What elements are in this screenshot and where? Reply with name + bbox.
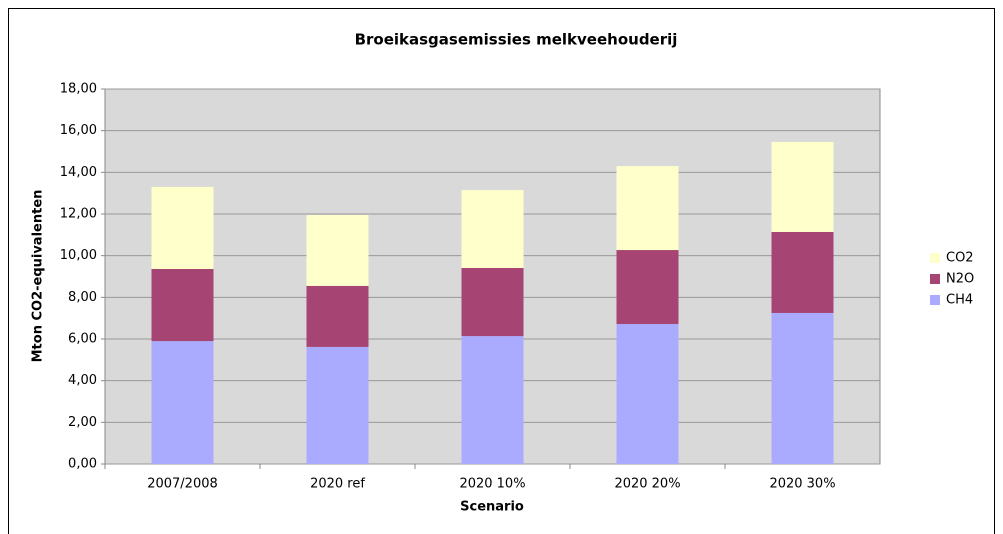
bar-segment xyxy=(771,141,834,232)
bar-segment xyxy=(461,336,524,464)
bar-segment xyxy=(616,166,679,251)
y-tick-label: 16,00 xyxy=(60,123,97,138)
legend-swatch xyxy=(930,274,940,284)
bar-segment xyxy=(306,285,369,347)
y-tick-label: 10,00 xyxy=(60,248,97,263)
chart-title: Broeikasgasemissies melkveehouderij xyxy=(355,31,678,49)
x-axis-title: Scenario xyxy=(460,500,524,515)
y-tick-label: 6,00 xyxy=(68,332,97,347)
x-tick-label: 2020 20% xyxy=(614,477,680,492)
y-tick-label: 0,00 xyxy=(68,457,97,472)
bar-segment xyxy=(616,250,679,324)
legend-label: CH4 xyxy=(946,293,973,308)
x-tick-label: 2020 30% xyxy=(769,477,835,492)
y-tick-label: 12,00 xyxy=(60,207,97,222)
y-tick-label: 18,00 xyxy=(60,82,97,97)
bar-segment xyxy=(771,231,834,313)
bar-segment xyxy=(461,190,524,268)
bar-segment xyxy=(151,186,214,269)
bar-segment xyxy=(771,312,834,464)
legend-swatch xyxy=(930,253,940,263)
legend-label: CO2 xyxy=(946,251,974,266)
x-tick-label: 2020 ref xyxy=(310,477,365,492)
bar-segment xyxy=(151,269,214,342)
bar-segment xyxy=(616,324,679,464)
x-tick-label: 2007/2008 xyxy=(147,477,218,492)
legend-label: N2O xyxy=(946,272,974,287)
y-tick-label: 2,00 xyxy=(68,415,97,430)
bar-segment xyxy=(461,267,524,337)
bar-segment xyxy=(306,215,369,286)
bar-segment xyxy=(151,341,214,464)
y-tick-label: 4,00 xyxy=(68,373,97,388)
bar-segment xyxy=(306,346,369,464)
x-tick-label: 2020 10% xyxy=(459,477,525,492)
y-tick-label: 8,00 xyxy=(68,290,97,305)
legend-swatch xyxy=(930,295,940,305)
y-axis-title: Mton CO2-equivalenten xyxy=(31,190,46,363)
y-tick-label: 14,00 xyxy=(60,165,97,180)
